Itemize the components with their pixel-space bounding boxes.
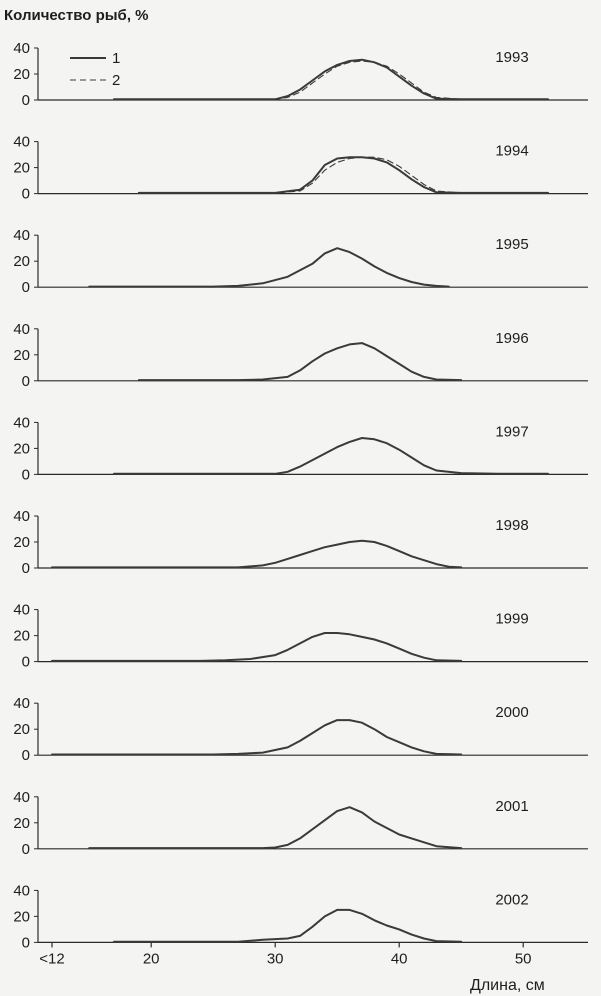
x-axis: <12 20 30 40 50 xyxy=(39,942,532,967)
panel-2000: 0 20 40 2000 xyxy=(13,695,588,764)
y-tick-label: 40 xyxy=(13,789,30,806)
y-tick-label: 20 xyxy=(13,908,30,925)
y-tick-label: 20 xyxy=(13,160,30,177)
series-line-1-1997 xyxy=(113,437,549,475)
y-tick-label: 0 xyxy=(22,560,30,577)
year-label: 2002 xyxy=(495,891,528,908)
y-tick-label: 40 xyxy=(13,602,30,619)
series-line-1-1999 xyxy=(51,632,463,662)
chart-panels: 0204019930204019940204019950204019960204… xyxy=(13,40,588,951)
panel-2001: 0 20 40 2001 xyxy=(13,789,588,858)
y-tick-label: 20 xyxy=(13,721,30,738)
y-tick-label: 20 xyxy=(13,253,30,270)
y-tick-label: 40 xyxy=(13,321,30,338)
y-tick-label: 40 xyxy=(13,40,30,57)
panel-1997: 0 20 40 1997 xyxy=(13,414,588,483)
series-line-1-2000 xyxy=(51,719,463,756)
y-tick-label: 0 xyxy=(22,841,30,858)
year-label: 1999 xyxy=(495,611,528,628)
y-tick-label: 40 xyxy=(13,695,30,712)
y-tick-label: 20 xyxy=(13,628,30,645)
y-tick-label: 20 xyxy=(13,534,30,551)
y-tick-label: 40 xyxy=(13,508,30,525)
series-line-2-1994 xyxy=(138,156,549,194)
series-line-1-2002 xyxy=(113,908,463,943)
y-tick-label: 0 xyxy=(22,466,30,483)
series-line-1-1996 xyxy=(137,342,463,382)
x-tick-label: 30 xyxy=(267,950,284,967)
panel-2002: 0 20 40 2002 xyxy=(13,882,588,951)
year-label: 1996 xyxy=(495,330,528,347)
x-axis-title: Длина, см xyxy=(470,977,545,994)
x-tick-label: <12 xyxy=(39,950,64,967)
y-tick-label: 40 xyxy=(13,227,30,244)
y-tick-label: 0 xyxy=(22,934,30,951)
y-tick-label: 40 xyxy=(13,882,30,899)
panel-1995: 0 20 40 1995 xyxy=(13,227,588,296)
x-tick-label: 50 xyxy=(515,950,532,967)
series-line-1-1994 xyxy=(137,156,549,194)
year-label: 1997 xyxy=(495,423,528,440)
panel-1996: 0 20 40 1996 xyxy=(13,321,588,390)
y-tick-label: 0 xyxy=(22,654,30,671)
y-tick-label: 0 xyxy=(22,186,30,203)
y-tick-label: 20 xyxy=(13,66,30,83)
series-line-1-1995 xyxy=(88,247,450,288)
series-line-1-1993 xyxy=(113,58,549,101)
y-tick-label: 20 xyxy=(13,440,30,457)
year-label: 1995 xyxy=(495,236,528,253)
y-tick-label: 0 xyxy=(22,279,30,296)
year-label: 1993 xyxy=(495,49,528,66)
year-label: 2001 xyxy=(495,798,528,815)
y-tick-label: 20 xyxy=(13,347,30,364)
series-line-2-1993 xyxy=(113,60,549,100)
y-tick-label: 0 xyxy=(22,92,30,109)
panel-1993: 0 20 40 1993 xyxy=(13,40,588,109)
y-tick-label: 0 xyxy=(22,747,30,764)
series-line-1-2001 xyxy=(88,806,463,850)
panel-1994: 0 20 40 1994 xyxy=(13,134,588,203)
year-label: 2000 xyxy=(495,704,528,721)
legend-label-2: 2 xyxy=(112,72,120,89)
year-label: 1994 xyxy=(495,143,528,160)
y-tick-label: 40 xyxy=(13,414,30,431)
panel-1998: 0 20 40 1998 xyxy=(13,508,588,577)
legend: 12 xyxy=(70,50,120,89)
y-tick-label: 0 xyxy=(22,373,30,390)
panel-1999: 0 20 40 1999 xyxy=(13,602,588,671)
year-label: 1998 xyxy=(495,517,528,534)
x-tick-label: 40 xyxy=(391,950,408,967)
x-tick-label: 20 xyxy=(143,950,160,967)
y-axis-title: Количество рыб, % xyxy=(4,7,149,24)
legend-label-1: 1 xyxy=(112,50,120,67)
y-tick-label: 20 xyxy=(13,815,30,832)
y-tick-label: 40 xyxy=(13,134,30,151)
series-line-1-1998 xyxy=(51,539,463,569)
